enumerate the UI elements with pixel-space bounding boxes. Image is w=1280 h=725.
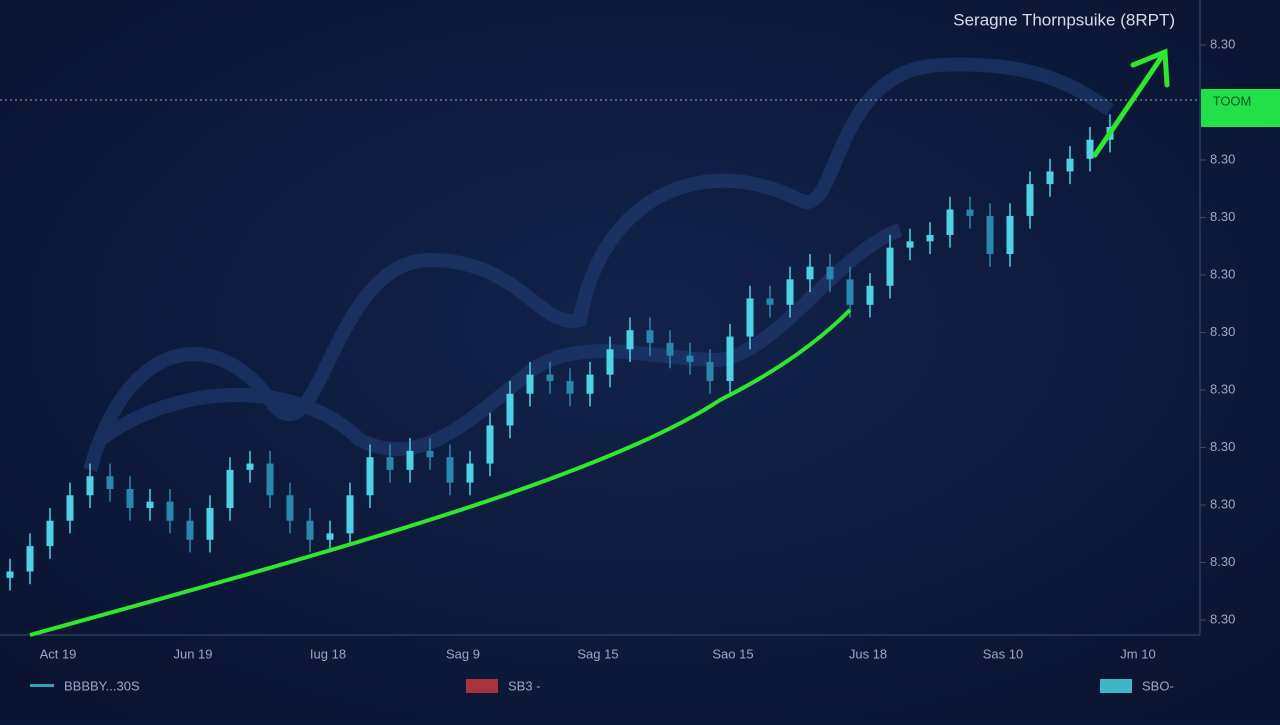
- candle-body: [486, 425, 494, 464]
- candle-body: [506, 393, 514, 426]
- candle-body: [826, 266, 834, 280]
- candle-body: [286, 495, 294, 521]
- candle-body: [626, 330, 634, 350]
- x-tick-label: Iug 18: [310, 646, 346, 661]
- trend-arrow: [1092, 48, 1170, 158]
- legend-label: BBBBY...30S: [64, 678, 140, 693]
- x-tick-label: Jun 19: [173, 646, 212, 661]
- candle-body: [246, 463, 254, 470]
- candle-body: [366, 457, 374, 496]
- candle-body: [26, 546, 34, 572]
- candle-body: [306, 520, 314, 540]
- candle-body: [746, 298, 754, 337]
- candle-body: [106, 476, 114, 489]
- y-tick-label: 8.30: [1210, 381, 1235, 396]
- candle-body: [786, 279, 794, 305]
- candle-body: [646, 330, 654, 343]
- candle-body: [1066, 158, 1074, 172]
- chart-title: Seragne Thornpsuike (8RPT): [953, 10, 1175, 29]
- y-tick-label: 8.30: [1210, 324, 1235, 339]
- y-tick-label: 8.30: [1210, 151, 1235, 166]
- candle-body: [846, 279, 854, 305]
- candle-body: [526, 374, 534, 394]
- candle-body: [226, 469, 234, 508]
- candle-body: [126, 488, 134, 508]
- y-tick-label: 8.30: [1210, 611, 1235, 626]
- candle-body: [426, 450, 434, 458]
- candle-body: [986, 215, 994, 254]
- candle-body: [266, 463, 274, 496]
- candle-body: [886, 247, 894, 286]
- candle-body: [206, 508, 214, 540]
- legend-label: SB3 -: [508, 678, 541, 693]
- x-tick-label: Jm 10: [1120, 646, 1155, 661]
- candle-body: [406, 450, 414, 470]
- candle-body: [6, 571, 14, 578]
- candle-body: [1026, 184, 1034, 216]
- candle-body: [566, 381, 574, 394]
- candle-body: [1046, 171, 1054, 185]
- candle-body: [146, 501, 154, 508]
- candle-body: [906, 241, 914, 248]
- candle-body: [686, 355, 694, 362]
- y-tick-label: 8.30: [1210, 36, 1235, 51]
- candle-body: [1006, 215, 1014, 254]
- candle-body: [766, 298, 774, 305]
- candle-body: [706, 361, 714, 381]
- x-tick-label: Act 19: [40, 646, 77, 661]
- x-tick-label: Sao 15: [712, 646, 753, 661]
- candle-body: [586, 374, 594, 394]
- candle-body: [446, 457, 454, 483]
- legend-swatch: [1100, 679, 1132, 693]
- candle-body: [166, 501, 174, 521]
- candle-body: [606, 349, 614, 375]
- x-tick-label: Jus 18: [849, 646, 887, 661]
- y-tick-label: 8.30: [1210, 266, 1235, 281]
- candle-body: [46, 520, 54, 547]
- candle-body: [546, 374, 554, 381]
- candle-body: [926, 234, 934, 242]
- candle-body: [946, 209, 954, 235]
- candle-body: [466, 463, 474, 483]
- candle-body: [346, 495, 354, 534]
- candle-body: [326, 533, 334, 540]
- legend-swatch: [30, 684, 54, 687]
- y-tick-label: 8.30: [1210, 439, 1235, 454]
- candle-body: [386, 457, 394, 470]
- x-tick-label: Sag 9: [446, 646, 480, 661]
- legend-swatch: [466, 679, 498, 693]
- candle-body: [86, 476, 94, 496]
- y-tick-label: 8.30: [1210, 209, 1235, 224]
- x-tick-label: Sas 10: [983, 646, 1023, 661]
- candle-body: [966, 209, 974, 216]
- price-tag: TOOM: [1213, 93, 1252, 108]
- price-tag-box: [1201, 89, 1280, 127]
- candle-body: [186, 520, 194, 540]
- trend-curve: [29, 308, 852, 637]
- candle-body: [666, 342, 674, 356]
- y-tick-label: 8.30: [1210, 554, 1235, 569]
- helix-decoration: [83, 57, 1114, 472]
- candle-body: [726, 336, 734, 381]
- x-tick-label: Sag 15: [577, 646, 618, 661]
- candle-body: [1086, 139, 1094, 159]
- y-tick-label: 8.30: [1210, 496, 1235, 511]
- candle-body: [806, 266, 814, 280]
- legend-label: SBO-: [1142, 678, 1174, 693]
- candle-body: [866, 285, 874, 305]
- candle-body: [66, 495, 74, 521]
